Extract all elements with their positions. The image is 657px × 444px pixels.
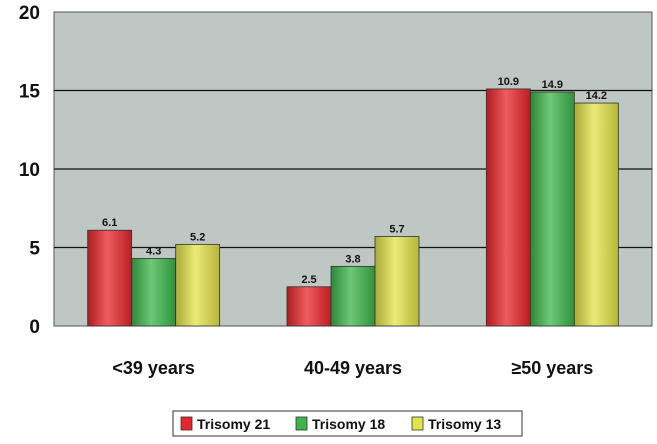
y-axis: 0 5 10 15 20 bbox=[19, 3, 41, 338]
data-label: 3.8 bbox=[345, 253, 360, 265]
data-label: 10.9 bbox=[498, 76, 519, 88]
legend-box bbox=[172, 410, 523, 437]
y-tick-label: 10 bbox=[19, 160, 40, 181]
bar-trisomy-18 bbox=[529, 91, 575, 327]
data-label: 5.2 bbox=[190, 231, 205, 243]
legend-label: Trisomy 21 bbox=[197, 416, 270, 432]
y-tick-label: 0 bbox=[29, 317, 40, 338]
legend-swatch bbox=[411, 416, 424, 431]
bars: 6.1 4.3 5.2 2.5 3.8 5.7 10.9 14.9 14.2 bbox=[87, 76, 619, 327]
bar-trisomy-13 bbox=[573, 102, 619, 327]
data-label: 2.5 bbox=[301, 274, 316, 286]
data-label: 6.1 bbox=[102, 217, 117, 229]
bar-trisomy-21 bbox=[485, 88, 531, 327]
data-label: 14.2 bbox=[586, 90, 607, 102]
y-tick-label: 5 bbox=[29, 239, 40, 260]
x-axis: <39 years 40-49 years ≥50 years bbox=[112, 358, 593, 378]
legend-label: Trisomy 13 bbox=[428, 416, 501, 432]
data-label: 5.7 bbox=[389, 224, 404, 236]
y-tick-label: 20 bbox=[19, 3, 40, 24]
y-tick-label: 15 bbox=[19, 82, 41, 103]
bar-trisomy-21 bbox=[286, 286, 332, 327]
bar-trisomy-18 bbox=[330, 265, 376, 327]
legend-label: Trisomy 18 bbox=[312, 416, 385, 432]
x-category-label: ≥50 years bbox=[511, 358, 593, 378]
x-category-label: <39 years bbox=[112, 358, 195, 378]
legend: Trisomy 21 Trisomy 18 Trisomy 13 bbox=[172, 410, 523, 437]
x-category-label: 40-49 years bbox=[304, 358, 402, 378]
legend-swatch bbox=[180, 416, 193, 431]
data-label: 4.3 bbox=[146, 245, 161, 257]
legend-swatch bbox=[295, 416, 308, 431]
bar-trisomy-18 bbox=[131, 258, 177, 327]
bar-trisomy-21 bbox=[87, 229, 133, 327]
data-label: 14.9 bbox=[542, 79, 563, 91]
bar-trisomy-13 bbox=[374, 236, 420, 327]
bar-trisomy-13 bbox=[175, 243, 221, 327]
